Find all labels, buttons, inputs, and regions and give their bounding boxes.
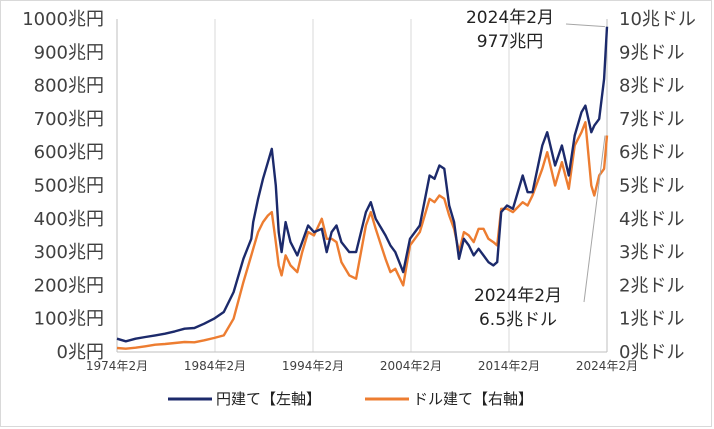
y-left-tick-label: 800兆円 xyxy=(34,76,104,97)
y-left-tick-label: 400兆円 xyxy=(34,209,104,230)
y-left-tick-label: 600兆円 xyxy=(34,142,104,163)
annotation-dollar-date: 2024年2月 xyxy=(474,286,562,306)
y-right-tick-label: 3兆ドル xyxy=(619,242,684,263)
legend-label-dollar: ドル建て【右軸】 xyxy=(413,390,533,408)
y-left-tick-label: 0兆円 xyxy=(57,342,104,363)
y-right-tick-label: 5兆ドル xyxy=(619,176,684,197)
y-right-tick-label: 1兆ドル xyxy=(619,309,684,330)
x-tick-label: 1994年2月 xyxy=(282,359,344,373)
y-right-tick-label: 6兆ドル xyxy=(619,142,684,163)
x-tick-label: 1984年2月 xyxy=(184,359,246,373)
y-left-tick-label: 200兆円 xyxy=(34,275,104,296)
annotation-yen-value: 977兆円 xyxy=(477,32,543,52)
x-tick-label: 2004年2月 xyxy=(380,359,442,373)
annotation-yen-date: 2024年2月 xyxy=(466,8,554,28)
y-right-tick-label: 4兆ドル xyxy=(619,209,684,230)
x-tick-label: 2014年2月 xyxy=(478,359,540,373)
y-left-tick-label: 700兆円 xyxy=(34,109,104,130)
y-left-tick-label: 500兆円 xyxy=(34,176,104,197)
y-left-tick-label: 300兆円 xyxy=(34,242,104,263)
series-line-yen xyxy=(116,26,609,343)
y-left-tick-label: 900兆円 xyxy=(34,42,104,63)
y-right-tick-label: 10兆ドル xyxy=(619,9,696,30)
y-left-tick-label: 1000兆円 xyxy=(22,9,104,30)
annotation-yen-leader xyxy=(565,23,606,28)
y-right-tick-label: 0兆ドル xyxy=(619,342,684,363)
annotation-dollar-leader xyxy=(583,135,606,303)
y-right-tick-label: 8兆ドル xyxy=(619,76,684,97)
y-right-tick-label: 7兆ドル xyxy=(619,109,684,130)
x-tick-label: 1974年2月 xyxy=(86,359,148,373)
annotation-dollar-value: 6.5兆ドル xyxy=(479,310,557,330)
legend-label-yen: 円建て【左軸】 xyxy=(216,390,321,408)
y-right-tick-label: 2兆ドル xyxy=(619,275,684,296)
x-tick-label: 2024年2月 xyxy=(576,359,638,373)
series-line-dollar xyxy=(116,121,609,350)
y-right-tick-label: 9兆ドル xyxy=(619,42,684,63)
y-left-tick-label: 100兆円 xyxy=(34,309,104,330)
